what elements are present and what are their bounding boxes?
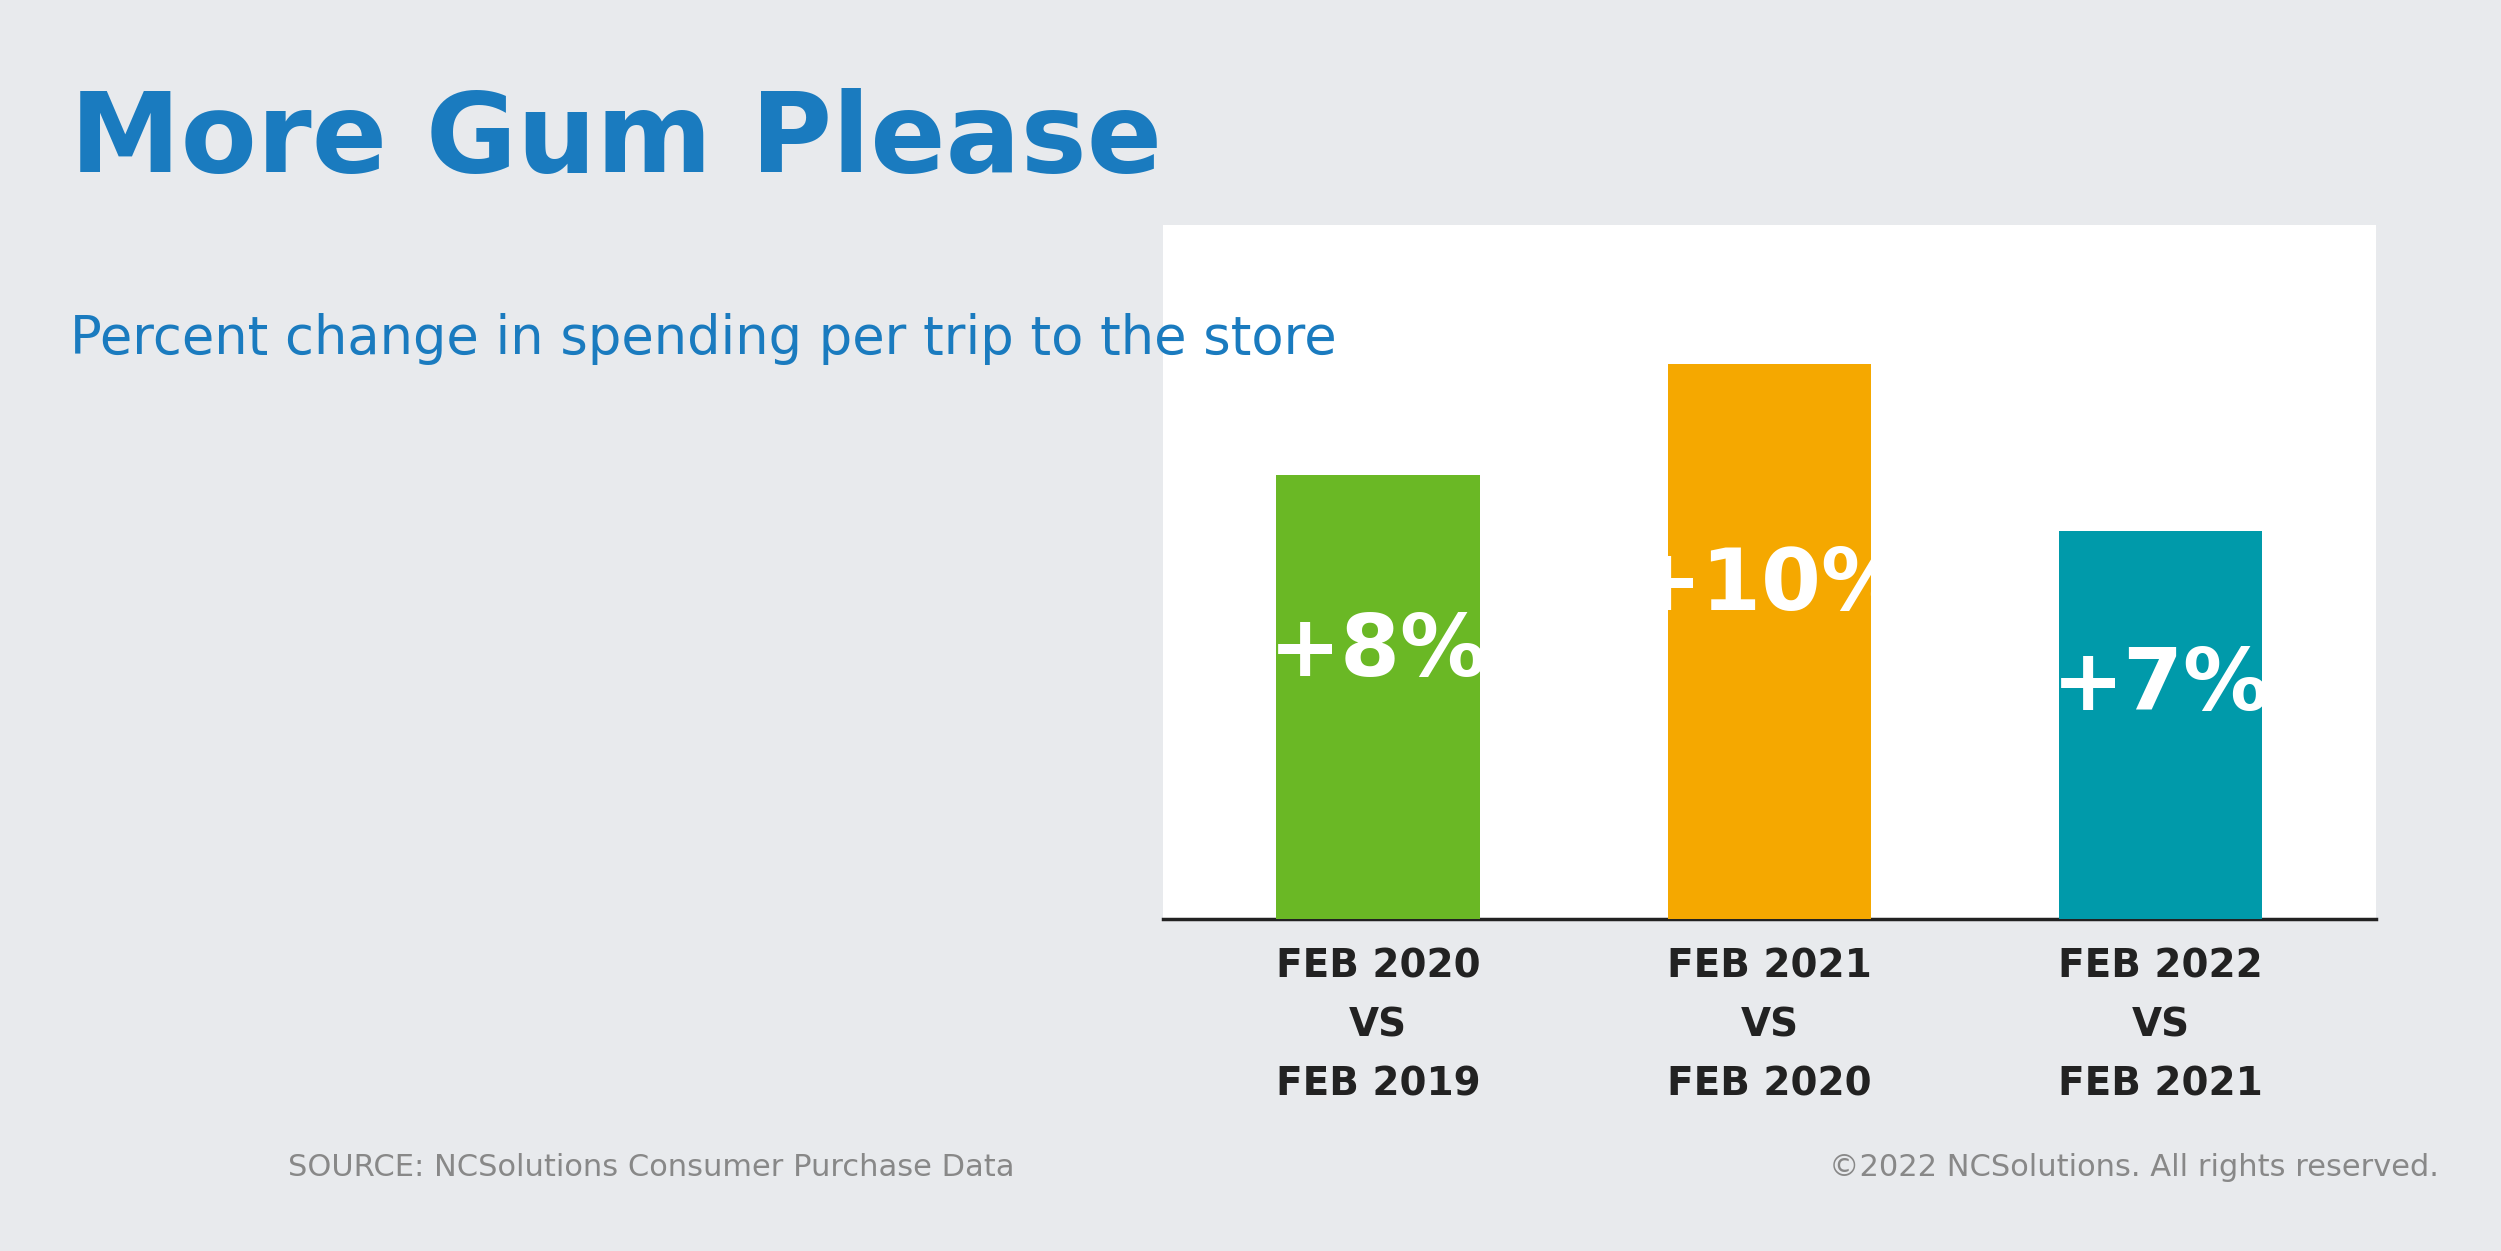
Text: SOURCE: NCSolutions Consumer Purchase Data: SOURCE: NCSolutions Consumer Purchase Da… bbox=[288, 1153, 1013, 1182]
Text: More Gum Please: More Gum Please bbox=[70, 88, 1163, 195]
Text: +8%: +8% bbox=[1268, 612, 1488, 694]
Bar bbox=[1276, 475, 1481, 919]
Text: +7%: +7% bbox=[2051, 644, 2271, 728]
Text: ©2022 NCSolutions. All rights reserved.: ©2022 NCSolutions. All rights reserved. bbox=[1828, 1153, 2438, 1182]
Bar bbox=[2058, 530, 2263, 919]
Text: Percent change in spending per trip to the store: Percent change in spending per trip to t… bbox=[70, 313, 1336, 365]
Text: +10%: +10% bbox=[1631, 544, 1908, 628]
Bar bbox=[1668, 364, 1871, 919]
